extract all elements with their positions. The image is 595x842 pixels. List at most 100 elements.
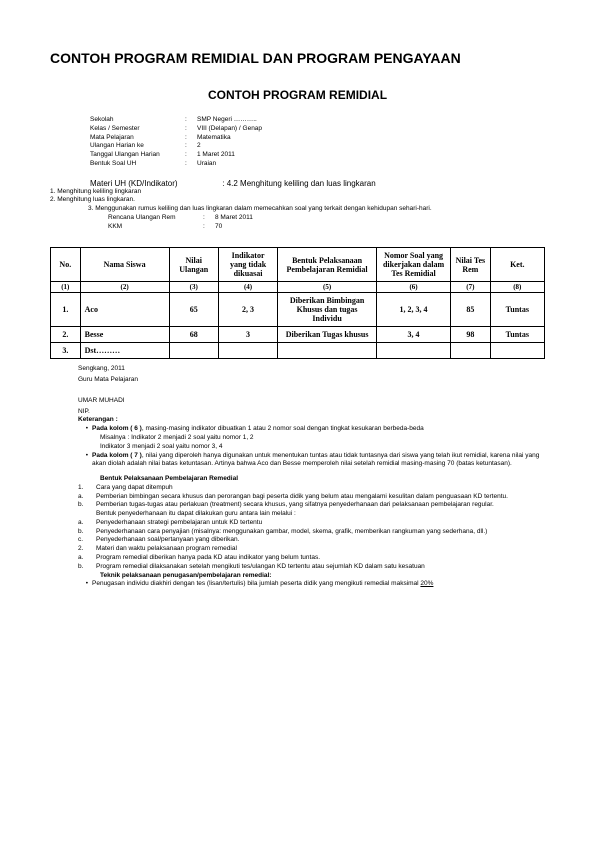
cell-nama: Dst……… [80,343,169,359]
cell-bentuk: Diberikan Tugas khusus [278,327,377,343]
cell-ind [218,343,277,359]
table-row: 2. Besse 68 3 Diberikan Tugas khusus 3, … [51,327,545,343]
materi-value: 4.2 Menghitung keliling dan luas lingkar… [227,179,376,188]
keterangan-header: Keterangan : [78,416,545,425]
sub-letter: a. [78,493,96,502]
sub-text: Pemberian bimbingan secara khusus dan pe… [96,493,545,502]
idx-cell: (5) [278,282,377,293]
cell-nama: Aco [80,293,169,327]
bullet-icon: • [78,425,92,434]
text: , nilai yang diperoleh hanya digunakan u… [92,452,539,468]
cell-no: 1. [51,293,81,327]
meta-label: Sekolah [90,116,185,125]
cell-rem [451,343,491,359]
section-header: Teknik pelaksanaan penugasan/pembelajara… [100,572,545,581]
sub-text: Pemberian tugas-tugas atau perlakuan (tr… [96,501,545,510]
colon: : [185,116,197,125]
sub-text: Penyederhanaan soal/pertanyaan yang dibe… [96,536,545,545]
colon: : [203,214,215,223]
sub-text: Program remedial diberikan hanya pada KD… [96,554,545,563]
list-item: 3. Menggunakan rumus keliling dan luas l… [88,205,545,214]
main-title: CONTOH PROGRAM REMIDIAL DAN PROGRAM PENG… [50,50,545,66]
bold-text: Pada kolom ( 6 ) [92,425,142,432]
cell-bentuk: Diberikan Bimbingan Khusus dan tugas Ind… [278,293,377,327]
bold-text: Pada kolom ( 7 ) [92,452,142,459]
cell-nama: Besse [80,327,169,343]
sub-item: a. Penyederhanaan strategi pembelajaran … [78,519,545,528]
idx-cell: (7) [451,282,491,293]
cell-ind: 2, 3 [218,293,277,327]
sub-letter: a. [78,519,96,528]
text-line: Indikator 3 menjadi 2 soal yaitu nomor 3… [100,443,545,452]
colon: : [185,160,197,169]
th-ind: Indikator yang tidak dikuasai [218,248,277,282]
ol-text: Cara yang dapat ditempuh [96,484,545,493]
cell-ket: Tuntas [490,293,544,327]
text-line: Misalnya : Indikator 2 menjadi 2 soal ya… [100,434,545,443]
section-header: Bentuk Pelaksanaan Pembelajaran Remedial [100,475,545,484]
remedial-table: No. Nama Siswa Nilai Ulangan Indikator y… [50,247,545,359]
idx-cell: (3) [169,282,218,293]
cell-ind: 3 [218,327,277,343]
meta-label: Kelas / Semester [90,125,185,134]
meta-label: Tanggal Ulangan Harian [90,151,185,160]
ol-item: 1. Cara yang dapat ditempuh [78,484,545,493]
indicator-list: 1. Menghitung keliling lingkaran 2. Meng… [50,188,545,232]
sub-letter: a. [78,554,96,563]
sub-letter: c. [78,536,96,545]
cell-rem: 98 [451,327,491,343]
meta-value: SMP Negeri ……….. [197,116,257,125]
text: , masing-masing indikator dibuatkan 1 at… [142,425,424,432]
cell-ket [490,343,544,359]
meta-value: Matematika [197,134,231,143]
cell-no: 2. [51,327,81,343]
table-row: 1. Aco 65 2, 3 Diberikan Bimbingan Khusu… [51,293,545,327]
sub-title: CONTOH PROGRAM REMIDIAL [50,88,545,102]
meta-value: 2 [197,142,201,151]
cell-soal: 1, 2, 3, 4 [377,293,451,327]
idx-cell: (2) [80,282,169,293]
materi-label: Materi UH (KD/Indikator) [90,179,220,188]
meta-value: 70 [215,223,222,232]
sub-item: b. Penyederhanaan cara penyajian (misaln… [78,528,545,537]
sub-text: Penyederhanaan strategi pembelajaran unt… [96,519,545,528]
sub-letter: b. [78,501,96,510]
sig-nip: NIP. [78,408,545,417]
cell-no: 3. [51,343,81,359]
sub-item: c. Penyederhanaan soal/pertanyaan yang d… [78,536,545,545]
th-soal: Nomor Soal yang dikerjakan dalam Tes Rem… [377,248,451,282]
underline-text: 20% [420,580,433,587]
text-line: Bentuk penyederhanaan itu dapat dilakuka… [96,510,545,519]
meta-value: 8 Maret 2011 [215,214,253,223]
th-nilai: Nilai Ulangan [169,248,218,282]
th-nama: Nama Siswa [80,248,169,282]
colon: : [185,151,197,160]
meta-label: Mata Pelajaran [90,134,185,143]
colon: : [185,134,197,143]
sig-place: Sengkang, 2011 [78,365,545,374]
sig-name: UMAR MUHADI [78,397,545,406]
meta-value: 1 Maret 2011 [197,151,235,160]
th-rem: Nilai Tes Rem [451,248,491,282]
meta-label: KKM [108,223,203,232]
sub-text: Penyederhanaan cara penyajian (misalnya:… [96,528,545,537]
bullet-icon: • [78,580,92,589]
idx-cell: (4) [218,282,277,293]
sub-item: b. Pemberian tugas-tugas atau perlakuan … [78,501,545,510]
idx-cell: (1) [51,282,81,293]
footer-block: Sengkang, 2011 Guru Mata Pelajaran UMAR … [50,365,545,589]
cell-rem: 85 [451,293,491,327]
meta-value: VIII (Delapan) / Genap [197,125,262,134]
cell-nilai: 68 [169,327,218,343]
ol-item: 2. Materi dan waktu pelaksanaan program … [78,545,545,554]
colon: : [203,223,215,232]
sub-item: a. Pemberian bimbingan secara khusus dan… [78,493,545,502]
ol-text: Materi dan waktu pelaksanaan program rem… [96,545,545,554]
meta-block: Sekolah:SMP Negeri ……….. Kelas / Semeste… [90,116,545,169]
cell-nilai: 65 [169,293,218,327]
idx-cell: (6) [377,282,451,293]
colon: : [185,142,197,151]
cell-bentuk [278,343,377,359]
th-bentuk: Bentuk Pelaksanaan Pembelajaran Remidial [278,248,377,282]
cell-soal [377,343,451,359]
